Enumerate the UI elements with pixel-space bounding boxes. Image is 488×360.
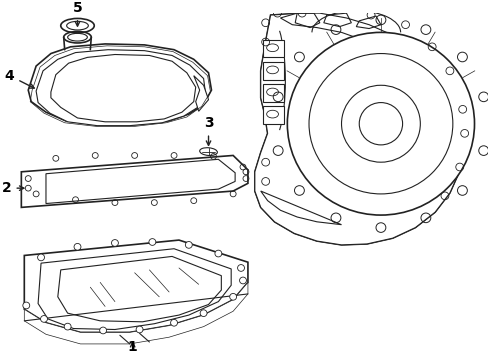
Bar — [262, 84, 284, 102]
Circle shape — [74, 243, 81, 250]
Polygon shape — [254, 13, 464, 245]
Polygon shape — [24, 282, 247, 344]
Polygon shape — [21, 156, 247, 207]
Polygon shape — [254, 13, 464, 245]
Circle shape — [111, 240, 118, 246]
Circle shape — [229, 293, 236, 300]
Text: 1: 1 — [127, 341, 137, 355]
Polygon shape — [38, 249, 231, 329]
Bar — [262, 62, 284, 80]
Polygon shape — [36, 50, 205, 126]
Text: 4: 4 — [5, 69, 34, 88]
Circle shape — [287, 32, 473, 215]
Bar — [262, 107, 284, 124]
Text: 2: 2 — [2, 181, 24, 195]
Circle shape — [239, 277, 246, 284]
Circle shape — [41, 316, 47, 322]
Circle shape — [308, 54, 452, 194]
Circle shape — [136, 326, 142, 333]
Polygon shape — [193, 76, 208, 111]
Polygon shape — [24, 240, 247, 332]
Circle shape — [23, 302, 30, 309]
Circle shape — [215, 250, 222, 257]
Polygon shape — [46, 159, 235, 203]
Polygon shape — [280, 13, 405, 57]
Circle shape — [64, 323, 71, 330]
Polygon shape — [58, 256, 221, 322]
Circle shape — [237, 265, 244, 271]
Circle shape — [38, 254, 44, 261]
Circle shape — [185, 242, 192, 248]
Polygon shape — [51, 54, 195, 122]
Circle shape — [100, 327, 106, 334]
Bar — [262, 40, 284, 57]
Polygon shape — [28, 44, 211, 125]
Circle shape — [149, 239, 156, 246]
Text: 3: 3 — [203, 117, 213, 145]
Text: 5: 5 — [73, 1, 82, 26]
Circle shape — [170, 319, 177, 326]
Circle shape — [200, 310, 206, 316]
